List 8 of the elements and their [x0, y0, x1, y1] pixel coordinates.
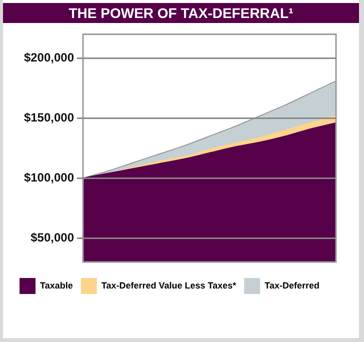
y-tick-label: $200,000	[24, 50, 74, 64]
legend-label: Tax-Deferred	[264, 280, 320, 290]
chart-title: THE POWER OF TAX-DEFERRAL¹	[3, 3, 359, 23]
legend-label: Taxable	[40, 280, 73, 290]
y-tick-label: $50,000	[30, 230, 74, 244]
y-tick-label: $150,000	[24, 110, 74, 124]
legend-label: Tax-Deferred Value Less Taxes*	[101, 280, 237, 290]
y-tick-label: $100,000	[24, 170, 74, 184]
